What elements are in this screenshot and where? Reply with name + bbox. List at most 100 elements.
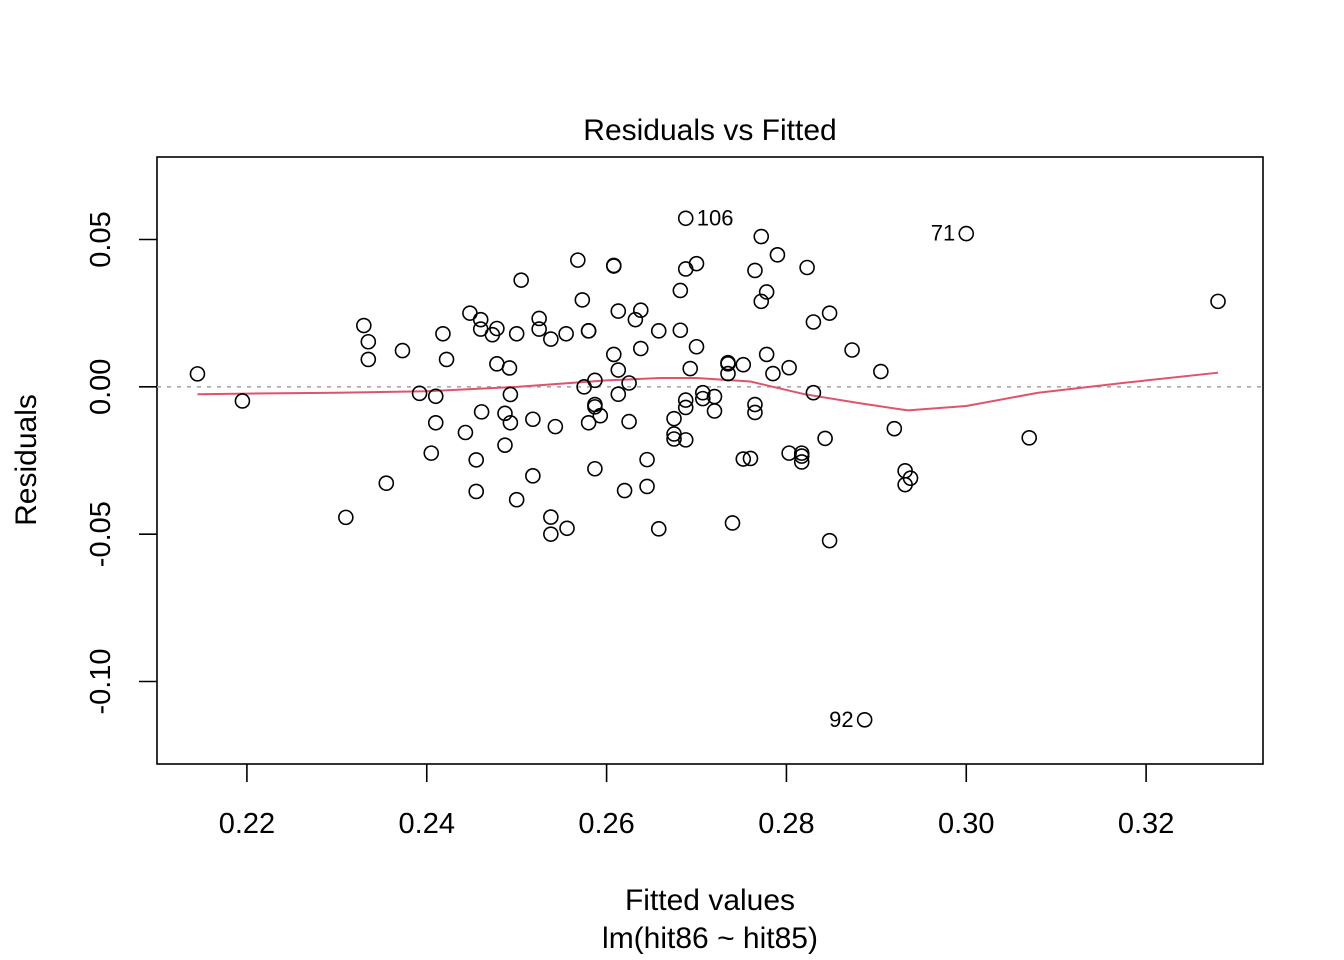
data-point xyxy=(559,520,575,537)
data-point xyxy=(695,384,711,401)
y-tick-label: 0.00 xyxy=(85,359,117,415)
data-point xyxy=(765,365,781,382)
data-point xyxy=(513,272,529,288)
data-point xyxy=(688,338,705,355)
data-point xyxy=(886,420,903,437)
data-point xyxy=(621,413,637,430)
data-point xyxy=(720,365,736,382)
data-point xyxy=(821,305,838,321)
chart-title: Residuals vs Fitted xyxy=(583,114,836,147)
data-point xyxy=(531,321,547,337)
data-point xyxy=(758,346,775,363)
data-point xyxy=(677,261,694,277)
data-point xyxy=(605,258,622,274)
data-point xyxy=(189,366,206,382)
data-point xyxy=(610,362,627,378)
data-point xyxy=(639,451,655,468)
data-point xyxy=(735,356,752,373)
data-point xyxy=(570,252,586,268)
x-tick-label: 0.26 xyxy=(578,808,634,840)
y-tick-label: -0.10 xyxy=(85,648,117,714)
data-point xyxy=(531,310,547,327)
data-point xyxy=(543,526,559,542)
data-point xyxy=(742,450,759,467)
data-point xyxy=(1021,430,1038,446)
data-point xyxy=(468,452,485,468)
data-point xyxy=(234,393,251,409)
x-tick-label: 0.30 xyxy=(938,808,994,840)
data-point xyxy=(610,303,627,319)
data-point xyxy=(508,491,525,508)
data-point xyxy=(958,225,975,242)
y-axis: -0.10 -0.05 0.00 0.05 xyxy=(85,211,157,715)
data-point xyxy=(753,228,770,245)
data-point xyxy=(666,410,682,427)
data-points xyxy=(189,210,1226,728)
data-point xyxy=(639,478,655,495)
data-point xyxy=(525,468,541,484)
data-point xyxy=(501,360,518,376)
data-point xyxy=(587,399,603,415)
data-point xyxy=(747,262,763,279)
data-point xyxy=(724,515,741,531)
data-point xyxy=(747,396,763,413)
data-point xyxy=(547,418,564,435)
data-point xyxy=(805,314,822,330)
point-labels: 106 71 92 xyxy=(697,205,956,732)
data-point xyxy=(781,359,797,376)
data-point xyxy=(435,325,451,342)
data-point xyxy=(706,403,723,419)
data-point xyxy=(580,323,597,339)
data-point xyxy=(543,509,559,525)
data-point xyxy=(805,384,822,401)
data-point xyxy=(621,375,637,391)
data-point xyxy=(427,388,444,405)
data-point xyxy=(394,342,411,359)
data-point xyxy=(735,451,752,467)
data-point xyxy=(1210,293,1226,310)
point-label: 71 xyxy=(931,221,955,246)
data-point xyxy=(720,356,736,372)
data-point xyxy=(677,432,694,448)
data-point xyxy=(411,385,428,402)
y-tick-label: 0.05 xyxy=(85,211,117,267)
data-point xyxy=(360,333,377,350)
data-point xyxy=(817,430,833,447)
data-point xyxy=(758,284,775,300)
data-point xyxy=(747,404,763,421)
y-axis-label: Residuals xyxy=(10,394,43,526)
data-point xyxy=(574,292,591,308)
data-point xyxy=(497,405,513,422)
data-point xyxy=(438,351,455,368)
x-axis: 0.22 0.24 0.26 0.28 0.30 0.32 xyxy=(219,764,1174,840)
data-point xyxy=(338,509,354,526)
data-point xyxy=(592,407,609,424)
data-point xyxy=(902,470,919,486)
data-point xyxy=(632,340,649,357)
data-point xyxy=(462,305,478,321)
data-point xyxy=(769,247,786,263)
plot-frame xyxy=(156,156,1264,765)
data-point xyxy=(799,259,815,276)
data-point xyxy=(844,342,860,358)
data-point xyxy=(793,454,810,470)
data-point xyxy=(580,414,597,431)
data-point xyxy=(472,311,489,328)
data-point xyxy=(627,311,644,328)
data-point xyxy=(427,414,444,431)
data-point xyxy=(682,360,699,377)
data-point xyxy=(650,323,667,339)
x-tick-label: 0.28 xyxy=(758,808,814,840)
data-point xyxy=(677,399,694,416)
x-axis-label: Fitted values xyxy=(625,884,795,917)
data-point xyxy=(457,424,474,441)
data-point xyxy=(378,475,395,491)
data-point xyxy=(616,482,633,499)
x-tick-label: 0.32 xyxy=(1118,808,1174,840)
smoother-line xyxy=(197,371,1219,412)
data-point xyxy=(587,460,603,477)
x-tick-label: 0.24 xyxy=(399,808,455,840)
data-point xyxy=(753,293,770,310)
data-point xyxy=(360,351,377,368)
data-point xyxy=(677,392,694,408)
